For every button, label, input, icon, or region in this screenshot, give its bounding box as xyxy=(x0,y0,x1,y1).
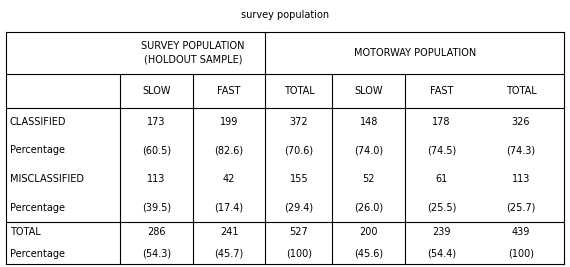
Text: 241: 241 xyxy=(220,227,238,237)
Text: 239: 239 xyxy=(432,227,451,237)
Text: Percentage: Percentage xyxy=(10,146,64,155)
Text: (70.6): (70.6) xyxy=(284,146,314,155)
Text: FAST: FAST xyxy=(430,86,453,96)
Text: (82.6): (82.6) xyxy=(214,146,244,155)
Text: (29.4): (29.4) xyxy=(284,203,314,213)
Text: (54.4): (54.4) xyxy=(427,249,456,259)
Text: 439: 439 xyxy=(512,227,530,237)
Text: 155: 155 xyxy=(290,174,308,184)
Text: Percentage: Percentage xyxy=(10,249,64,259)
Text: 178: 178 xyxy=(432,117,451,127)
Text: 199: 199 xyxy=(220,117,238,127)
Text: 52: 52 xyxy=(363,174,375,184)
Text: (45.7): (45.7) xyxy=(214,249,244,259)
Text: 200: 200 xyxy=(360,227,378,237)
Text: 148: 148 xyxy=(360,117,378,127)
Text: (39.5): (39.5) xyxy=(142,203,171,213)
Text: (100): (100) xyxy=(286,249,312,259)
Text: SURVEY POPULATION
(HOLDOUT SAMPLE): SURVEY POPULATION (HOLDOUT SAMPLE) xyxy=(141,41,245,65)
Text: 286: 286 xyxy=(147,227,166,237)
Text: 113: 113 xyxy=(512,174,530,184)
Text: (74.5): (74.5) xyxy=(427,146,456,155)
Text: TOTAL: TOTAL xyxy=(284,86,314,96)
Text: (26.0): (26.0) xyxy=(354,203,384,213)
Text: (17.4): (17.4) xyxy=(214,203,244,213)
Text: (54.3): (54.3) xyxy=(142,249,171,259)
Text: (100): (100) xyxy=(508,249,534,259)
Text: 527: 527 xyxy=(290,227,308,237)
Text: (74.0): (74.0) xyxy=(354,146,384,155)
Text: MOTORWAY POPULATION: MOTORWAY POPULATION xyxy=(354,48,476,58)
Text: (25.7): (25.7) xyxy=(506,203,536,213)
Text: 61: 61 xyxy=(435,174,447,184)
Text: TOTAL: TOTAL xyxy=(506,86,536,96)
Text: survey population: survey population xyxy=(241,10,329,20)
Text: MISCLASSIFIED: MISCLASSIFIED xyxy=(10,174,84,184)
Text: (25.5): (25.5) xyxy=(427,203,456,213)
Text: SLOW: SLOW xyxy=(355,86,383,96)
Text: (74.3): (74.3) xyxy=(507,146,536,155)
Text: FAST: FAST xyxy=(217,86,241,96)
Text: 113: 113 xyxy=(147,174,166,184)
Text: (60.5): (60.5) xyxy=(142,146,171,155)
Text: TOTAL: TOTAL xyxy=(10,227,40,237)
Text: CLASSIFIED: CLASSIFIED xyxy=(10,117,66,127)
Text: 372: 372 xyxy=(290,117,308,127)
Text: 42: 42 xyxy=(223,174,235,184)
Text: 326: 326 xyxy=(512,117,530,127)
Text: (45.6): (45.6) xyxy=(354,249,384,259)
Text: SLOW: SLOW xyxy=(142,86,171,96)
Text: 173: 173 xyxy=(147,117,166,127)
Text: Percentage: Percentage xyxy=(10,203,64,213)
